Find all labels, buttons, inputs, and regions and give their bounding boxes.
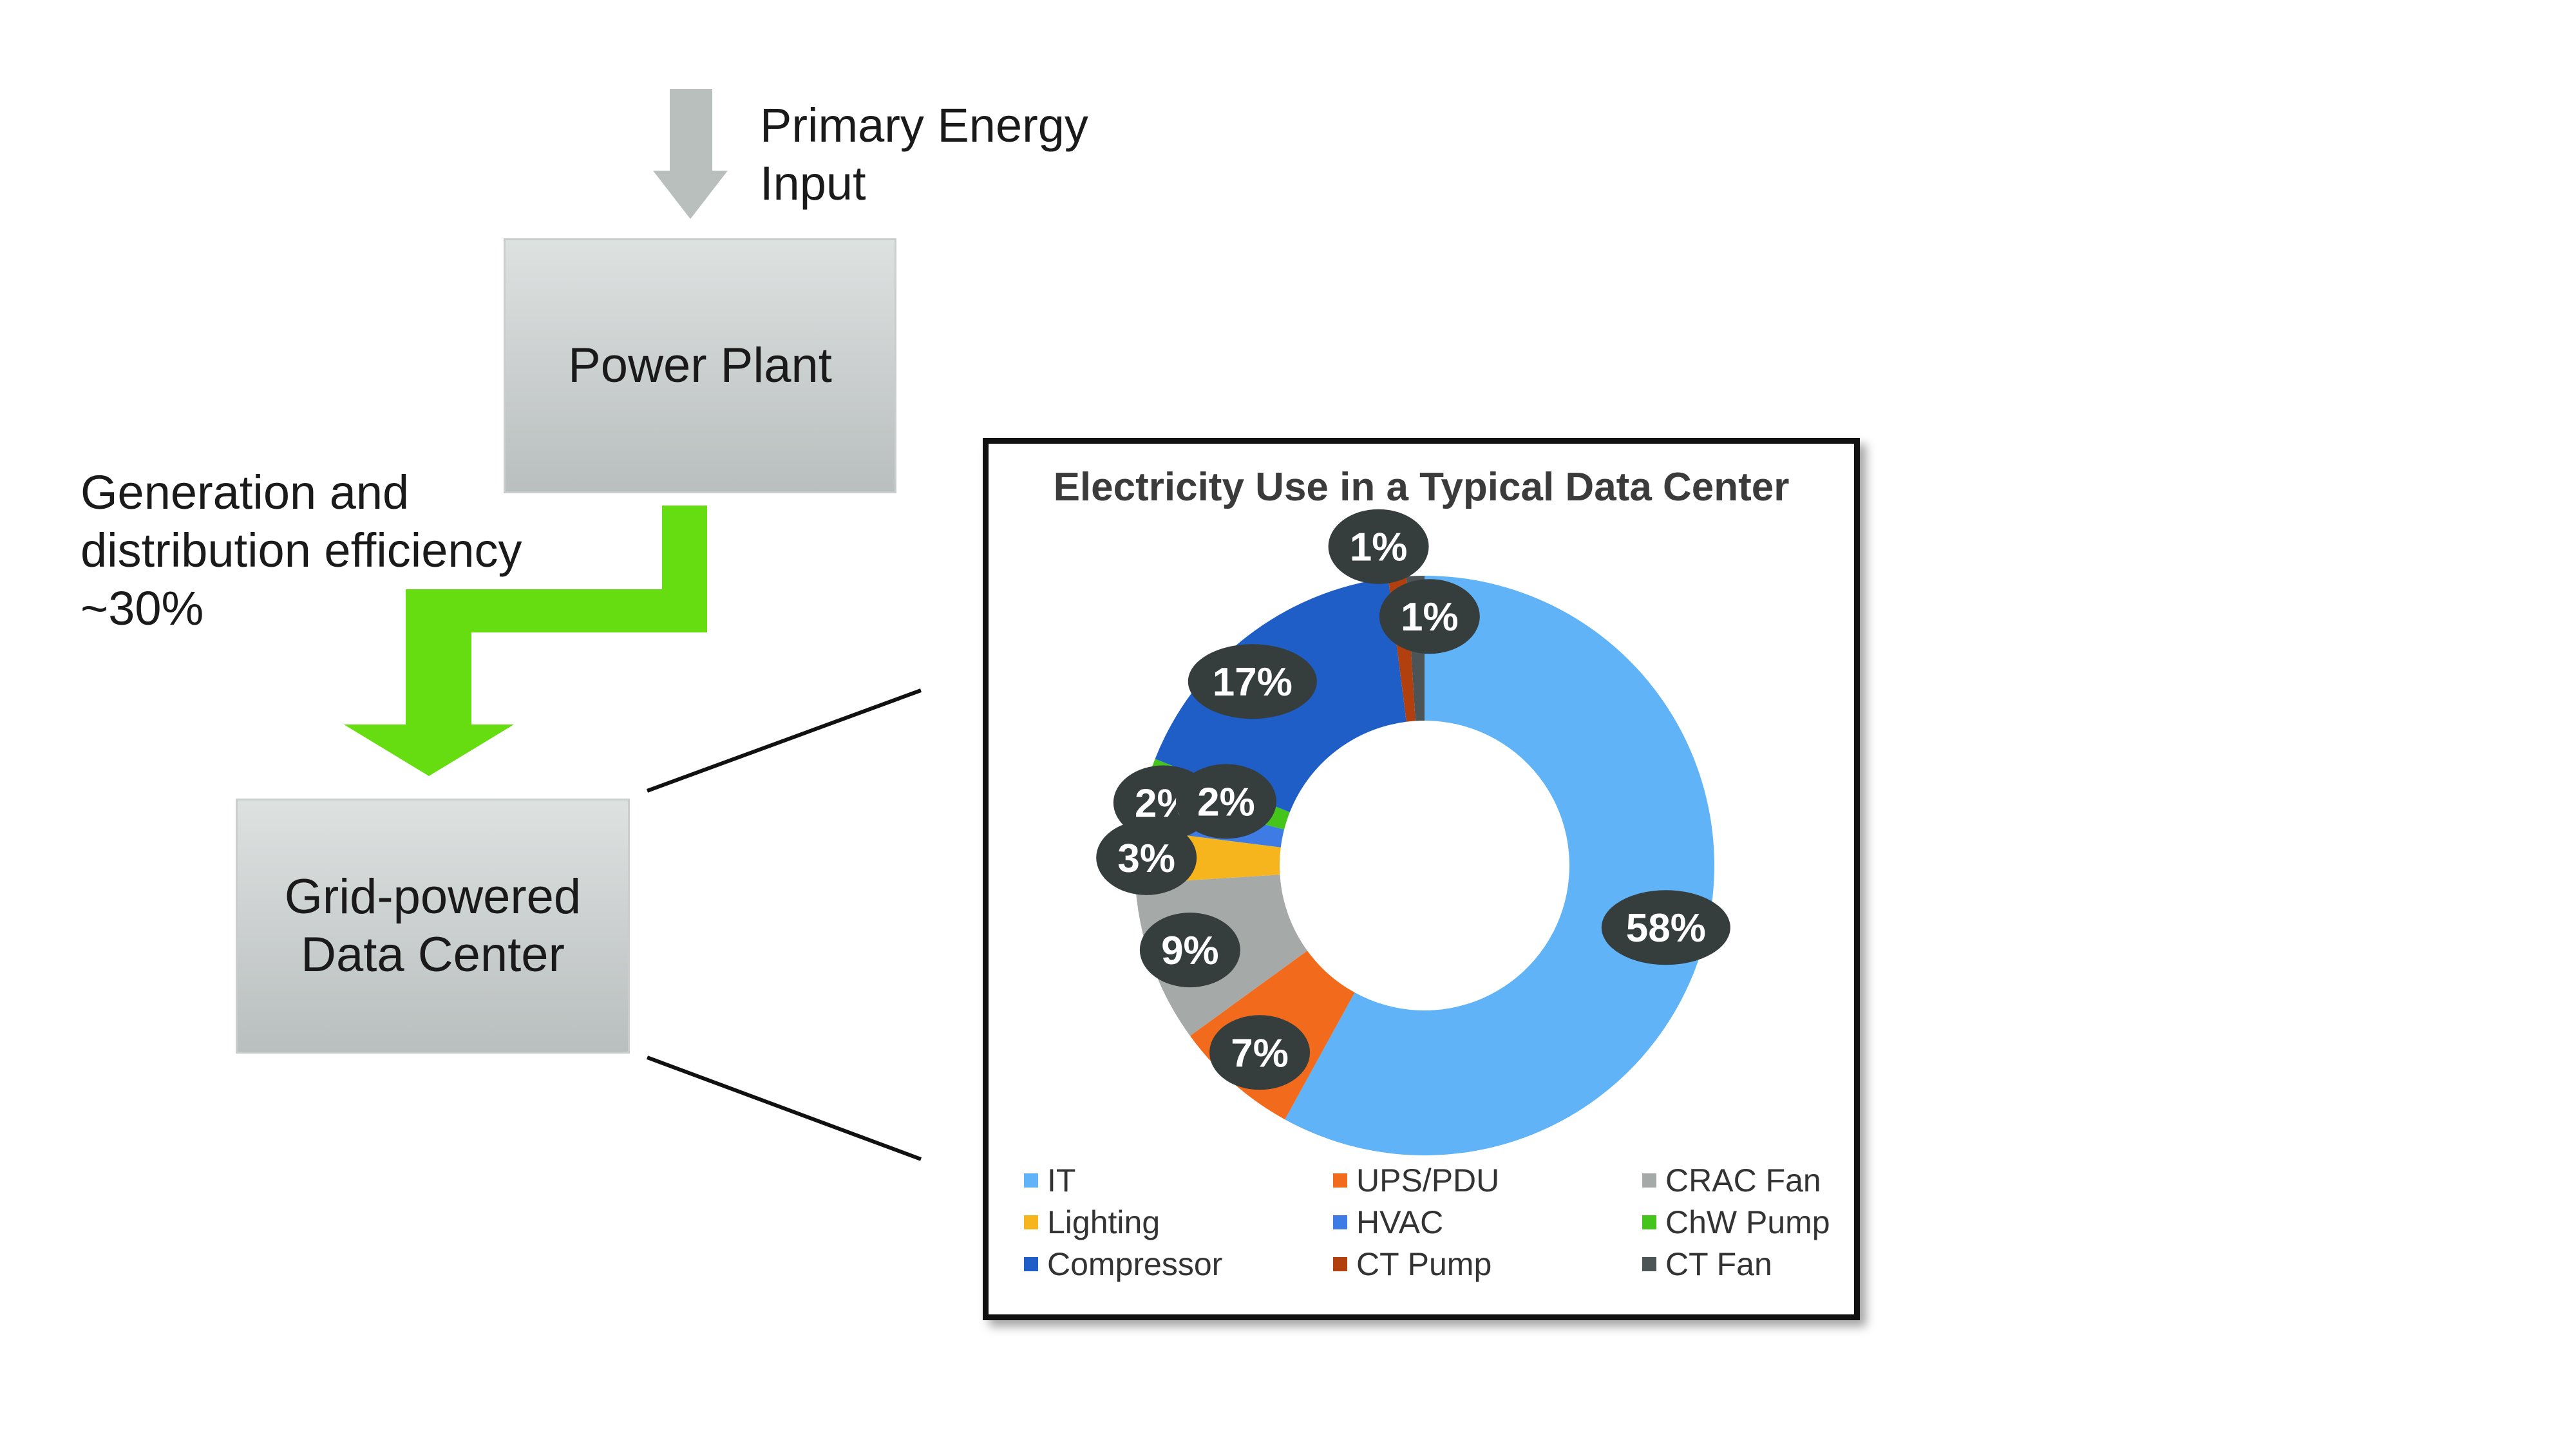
legend-label: HVAC [1356,1204,1444,1240]
chart-title: Electricity Use in a Typical Data Center [1053,465,1790,509]
legend-label: CT Pump [1356,1246,1492,1282]
primary-energy-arrow [653,89,728,219]
data-label-badge [1188,644,1317,719]
data-label-it: 58% [1601,890,1730,965]
data-label-ct-fan: 1% [1379,579,1480,654]
chart-legend: IT UPS/PDU CRAC Fan Lighting HVAC ChW Pump Com… [989,1162,1854,1303]
data-label-badge [1328,509,1429,584]
legend-label: CRAC Fan [1665,1162,1821,1198]
legend-item-it: IT [1024,1162,1075,1199]
legend-item-hvac: HVAC [1333,1204,1443,1241]
data-label-text: 17% [1213,660,1293,705]
power-plant-label: Power Plant [568,338,832,393]
data-label-badge [1175,764,1276,839]
legend-item-ct-fan: CT Fan [1642,1245,1772,1283]
donut-chart: 58%7%9%3%2% 2%17%1%1% [1096,509,1730,1155]
data-label-badge [1379,579,1480,654]
legend-item-chw-pump: ChW Pump [1642,1204,1830,1241]
legend-item-crac-fan: CRAC Fan [1642,1162,1821,1199]
data-label-text: 58% [1626,906,1706,951]
legend-item-ups-pdu: UPS/PDU [1333,1162,1499,1199]
legend-label: Lighting [1047,1204,1160,1240]
legend-item-lighting: Lighting [1024,1204,1160,1241]
data-label-text: 9% [1161,929,1219,973]
data-center-box: Grid-powered Data Center [236,799,630,1054]
efficiency-arrow [344,506,707,776]
legend-swatch [1024,1215,1038,1229]
legend-swatch [1642,1173,1656,1188]
data-label-badge [1209,1015,1311,1090]
data-label-compressor: 17% [1188,644,1317,719]
legend-item-ct-pump: CT Pump [1333,1245,1492,1283]
data-label-crac-fan: 9% [1139,913,1240,988]
data-label-ct-pump: 1% [1328,509,1429,584]
data-label-text: 7% [1231,1031,1289,1075]
primary-energy-label: Primary Energy Input [760,99,1088,210]
legend-label: CT Fan [1665,1246,1772,1282]
legend-item-compressor: Compressor [1024,1245,1222,1283]
data-center-label: Grid-powered Data Center [284,869,582,982]
legend-swatch [1333,1257,1347,1271]
data-label-ups-pdu: 7% [1209,1015,1311,1090]
efficiency-label: Generation and distribution efficiency ~… [80,466,522,635]
data-label-text: 2% [1197,780,1255,824]
legend-label: UPS/PDU [1356,1162,1500,1198]
data-label-chw-pump: 2% [1175,764,1276,839]
chart-panel: Electricity Use in a Typical Data Center… [983,438,1860,1320]
donut-slice-it [1285,576,1714,1155]
legend-label: Compressor [1047,1246,1223,1282]
legend-swatch [1333,1173,1347,1188]
legend-swatch [1024,1257,1038,1271]
legend-swatch [1642,1257,1656,1271]
legend-swatch [1333,1215,1347,1229]
legend-label: ChW Pump [1665,1204,1830,1240]
data-label-text: 1% [1350,526,1408,570]
data-label-text: 3% [1117,837,1175,881]
data-label-badge [1601,890,1730,965]
legend-swatch [1642,1215,1656,1229]
power-plant-box: Power Plant [504,238,896,493]
data-label-badge [1139,913,1240,988]
connector-line-bottom [646,1056,922,1161]
legend-label: IT [1047,1162,1076,1198]
data-label-text: 1% [1401,595,1459,639]
legend-swatch [1024,1173,1038,1188]
connector-line-top [646,688,922,793]
